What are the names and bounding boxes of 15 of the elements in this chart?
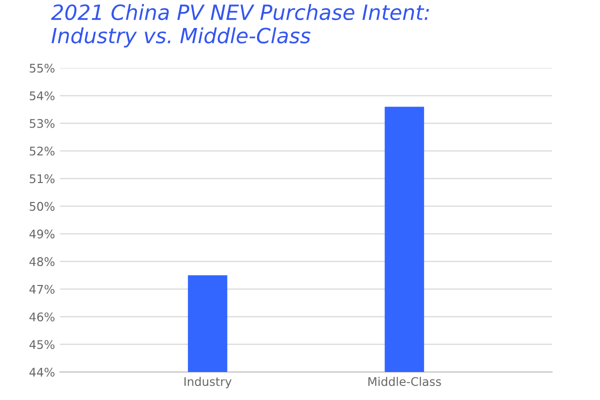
y-tick-label: 44% [29, 368, 54, 377]
y-tick-label: 49% [29, 230, 54, 238]
y-tick-label: 51% [30, 174, 54, 184]
x-tick-label: Industry [184, 376, 232, 388]
y-tick-label: 53% [30, 118, 54, 128]
chart-title: 2021 China PV NEV Purchase Intent: Industry vs. Middle-Class [51, 4, 429, 48]
y-tick-label: 45% [29, 340, 54, 350]
x-tick-label: Middle-Class [368, 376, 441, 386]
y-tick-label: 55% [30, 64, 54, 73]
y-tick-label: 52% [30, 146, 54, 156]
y-tick-label: 47% [29, 284, 54, 294]
y-tick-label: 46% [29, 312, 54, 322]
y-tick-label: 54% [30, 91, 54, 100]
y-tick-label: 50% [30, 202, 54, 211]
y-tick-label: 48% [29, 257, 54, 266]
